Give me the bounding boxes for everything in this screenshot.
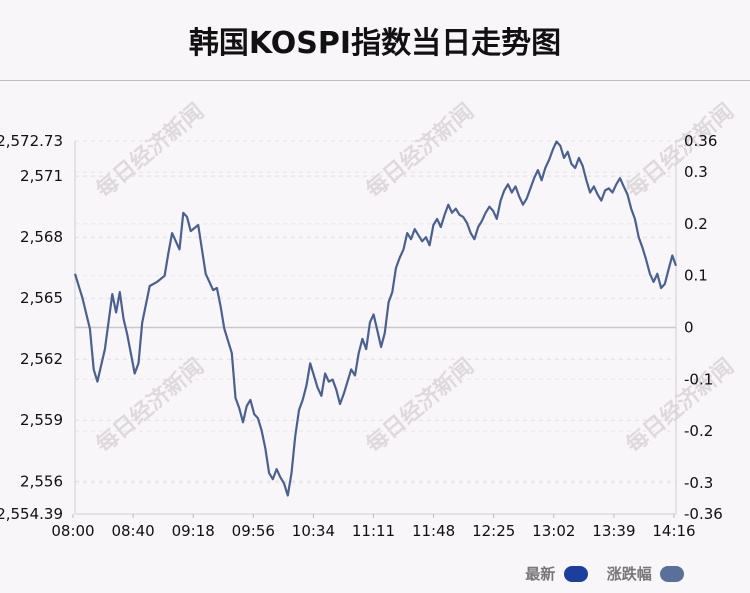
- legend-label-latest: 最新: [525, 565, 556, 583]
- x-tick-label: 13:02: [532, 522, 575, 540]
- x-tick-label: 11:48: [412, 522, 455, 540]
- y-right-tick-label: 0: [684, 319, 694, 337]
- watermark-text-3: 每日经济新闻: [91, 353, 209, 458]
- x-axis: 08:00 08:40 09:18 09:56 10:34 11:11 11:48 12:25…: [51, 514, 696, 540]
- y-left-tick-label: 2,572.73: [0, 132, 63, 150]
- watermark-text-0: 每日经济新闻: [91, 98, 209, 203]
- y-right-tick-label: 0.3: [684, 163, 708, 181]
- y-right-tick-label: 0.2: [684, 215, 708, 233]
- y-left-tick-label: 2,559: [20, 411, 63, 429]
- x-tick-label: 09:18: [172, 522, 215, 540]
- legend: 最新 涨跌幅: [511, 563, 684, 584]
- watermark-text-1: 每日经济新闻: [361, 98, 479, 203]
- chart-title: 韩国KOSPI指数当日走势图: [188, 26, 562, 61]
- legend-swatch-change: [660, 566, 684, 582]
- y-left-tick-label: 2,571: [20, 167, 63, 185]
- watermark-text-5: 每日经济新闻: [621, 353, 739, 458]
- y-left-tick-label: 2,556: [20, 472, 63, 490]
- x-tick-label: 14:16: [652, 522, 695, 540]
- y-left-tick-label: 2,565: [20, 289, 63, 307]
- series-layer: [73, 140, 678, 497]
- y-right-tick-label: 0.1: [684, 267, 708, 285]
- series-line: [73, 140, 678, 497]
- legend-item-change[interactable]: 涨跌幅: [607, 563, 684, 584]
- y-right-tick-label: -0.3: [684, 474, 713, 492]
- y-left-axis: 2,572.73 2,571 2,568 2,565 2,562 2,559 2,556 2,…: [0, 132, 63, 523]
- legend-item-latest[interactable]: 最新: [525, 563, 588, 584]
- y-right-tick-label: 0.36: [684, 132, 717, 150]
- y-right-tick-label: -0.36: [684, 505, 723, 523]
- y-right-tick-label: -0.2: [684, 422, 713, 440]
- x-tick-label: 11:11: [352, 522, 395, 540]
- x-tick-label: 08:00: [51, 522, 94, 540]
- x-tick-label: 13:39: [592, 522, 635, 540]
- x-tick-label: 09:56: [232, 522, 275, 540]
- y-right-axis: 0.36 0.3 0.2 0.1 0 -0.1 -0.2 -0.3 -0.36: [684, 132, 723, 523]
- x-tick-label: 10:34: [292, 522, 335, 540]
- watermark-text-2: 每日经济新闻: [621, 98, 739, 203]
- y-left-tick-label: 2,568: [20, 228, 63, 246]
- y-right-tick-label: -0.1: [684, 370, 713, 388]
- title-divider: [0, 80, 750, 81]
- legend-swatch-latest: [563, 566, 588, 582]
- legend-label-change: 涨跌幅: [606, 565, 652, 583]
- x-tick-label: 12:25: [472, 522, 515, 540]
- grid-lines: [74, 140, 677, 515]
- watermark-text-4: 每日经济新闻: [361, 353, 479, 458]
- y-left-tick-label: 2,554.39: [0, 505, 63, 523]
- x-tick-label: 08:40: [111, 522, 154, 540]
- y-left-tick-label: 2,562: [20, 350, 63, 368]
